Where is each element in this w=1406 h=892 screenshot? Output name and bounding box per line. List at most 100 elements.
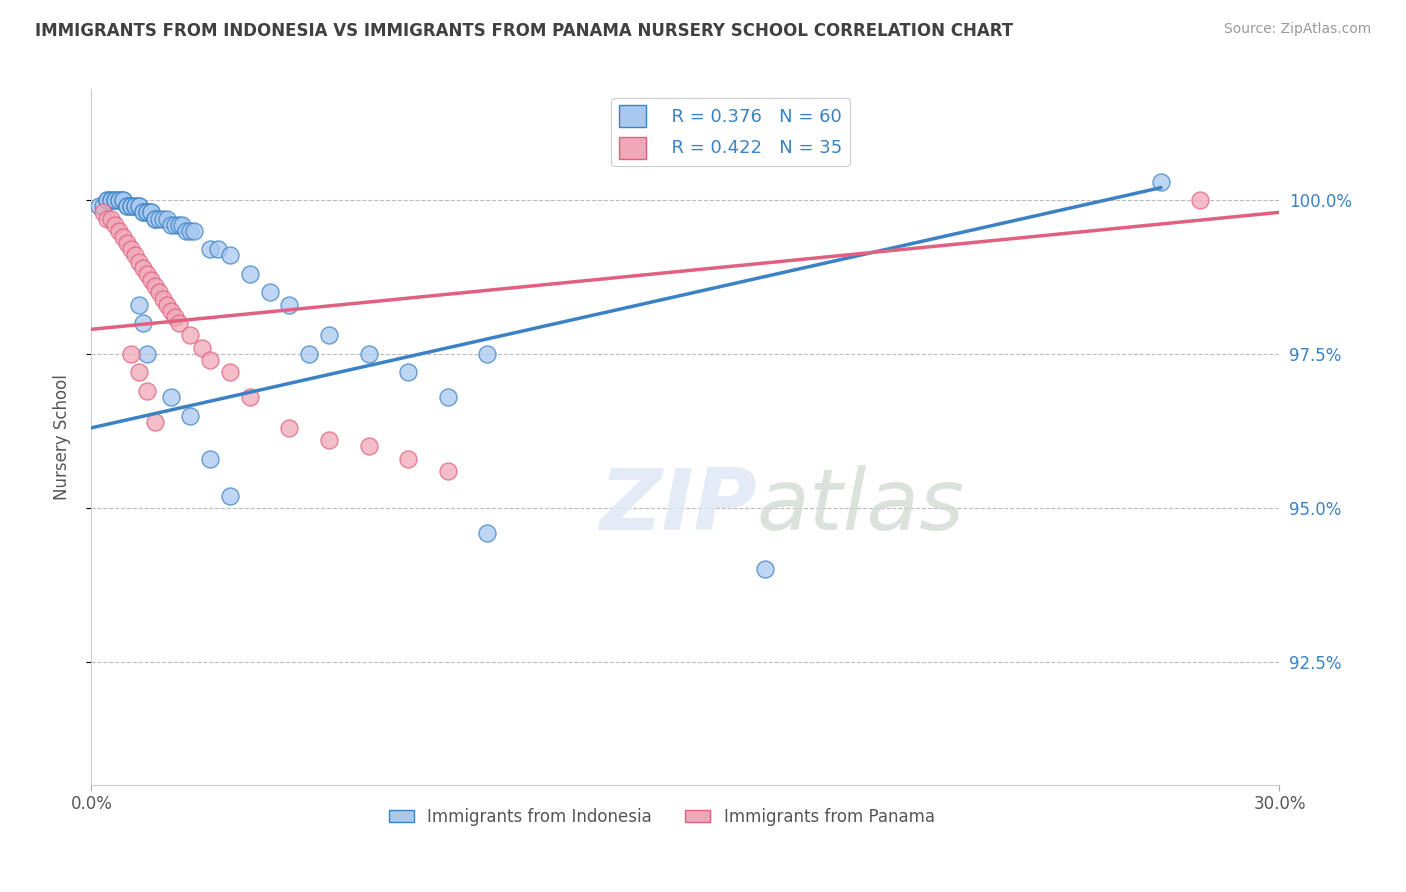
Point (436, 390, 458, 404)
Point (143, 415, 166, 429)
Point (135, 205, 157, 219)
Point (135, 205, 157, 219)
Point (104, 193, 127, 207)
Point (128, 366, 150, 380)
Point (143, 279, 166, 293)
Point (108, 193, 131, 207)
Point (108, 224, 131, 238)
Point (357, 347, 380, 361)
Point (239, 390, 262, 404)
Point (132, 316, 155, 330)
Point (120, 199, 142, 213)
Point (124, 248, 146, 262)
Legend: Immigrants from Indonesia, Immigrants from Panama: Immigrants from Indonesia, Immigrants fr… (382, 801, 941, 832)
Point (179, 224, 201, 238)
Point (108, 193, 131, 207)
Text: IMMIGRANTS FROM INDONESIA VS IMMIGRANTS FROM PANAMA NURSERY SCHOOL CORRELATION C: IMMIGRANTS FROM INDONESIA VS IMMIGRANTS … (35, 22, 1014, 40)
Point (167, 218, 190, 232)
Point (477, 525, 499, 540)
Point (179, 328, 201, 343)
Point (100, 193, 122, 207)
Point (112, 230, 135, 244)
Point (159, 218, 181, 232)
Point (135, 384, 157, 398)
Point (318, 433, 340, 447)
Point (1150, 175, 1173, 189)
Point (278, 421, 301, 435)
Point (754, 562, 776, 576)
Point (159, 303, 181, 318)
Point (179, 409, 201, 423)
Point (259, 285, 281, 300)
Point (96, 211, 118, 226)
Y-axis label: Nursery School: Nursery School (52, 374, 70, 500)
Point (167, 316, 190, 330)
Point (139, 205, 162, 219)
Point (132, 260, 155, 275)
Point (219, 489, 242, 503)
Point (128, 199, 150, 213)
Point (278, 298, 301, 312)
Text: atlas: atlas (756, 465, 965, 549)
Point (120, 347, 142, 361)
Point (104, 218, 127, 232)
Point (219, 366, 242, 380)
Point (191, 341, 214, 355)
Point (143, 211, 166, 226)
Point (132, 205, 155, 219)
Point (298, 347, 321, 361)
Point (207, 242, 229, 256)
Point (152, 211, 174, 226)
Point (172, 218, 194, 232)
Point (239, 267, 262, 281)
Point (148, 285, 170, 300)
Point (200, 242, 222, 256)
Point (139, 273, 162, 287)
Text: Source: ZipAtlas.com: Source: ZipAtlas.com (1223, 22, 1371, 37)
Point (115, 236, 138, 251)
Point (120, 199, 142, 213)
Point (200, 451, 222, 466)
Point (96, 193, 118, 207)
Point (115, 199, 138, 213)
Point (96, 193, 118, 207)
Point (115, 199, 138, 213)
Point (112, 193, 135, 207)
Point (163, 310, 186, 324)
Point (477, 347, 499, 361)
Point (148, 211, 170, 226)
Point (357, 439, 380, 453)
Point (200, 353, 222, 368)
Point (100, 193, 122, 207)
Point (396, 366, 419, 380)
Point (152, 292, 174, 306)
Point (128, 298, 150, 312)
Point (132, 205, 155, 219)
Text: ZIP: ZIP (599, 465, 756, 549)
Point (135, 347, 157, 361)
Point (396, 451, 419, 466)
Point (156, 211, 179, 226)
Point (1189, 193, 1212, 207)
Point (112, 193, 135, 207)
Point (128, 254, 150, 268)
Point (219, 248, 242, 262)
Point (143, 211, 166, 226)
Point (139, 205, 162, 219)
Point (156, 298, 179, 312)
Point (124, 199, 146, 213)
Point (120, 242, 142, 256)
Point (100, 211, 122, 226)
Point (124, 199, 146, 213)
Point (159, 390, 181, 404)
Point (91, 199, 114, 213)
Point (89, 199, 111, 213)
Point (436, 464, 458, 478)
Point (183, 224, 205, 238)
Point (318, 328, 340, 343)
Point (176, 224, 198, 238)
Point (135, 267, 157, 281)
Point (128, 199, 150, 213)
Point (91, 205, 114, 219)
Point (104, 193, 127, 207)
